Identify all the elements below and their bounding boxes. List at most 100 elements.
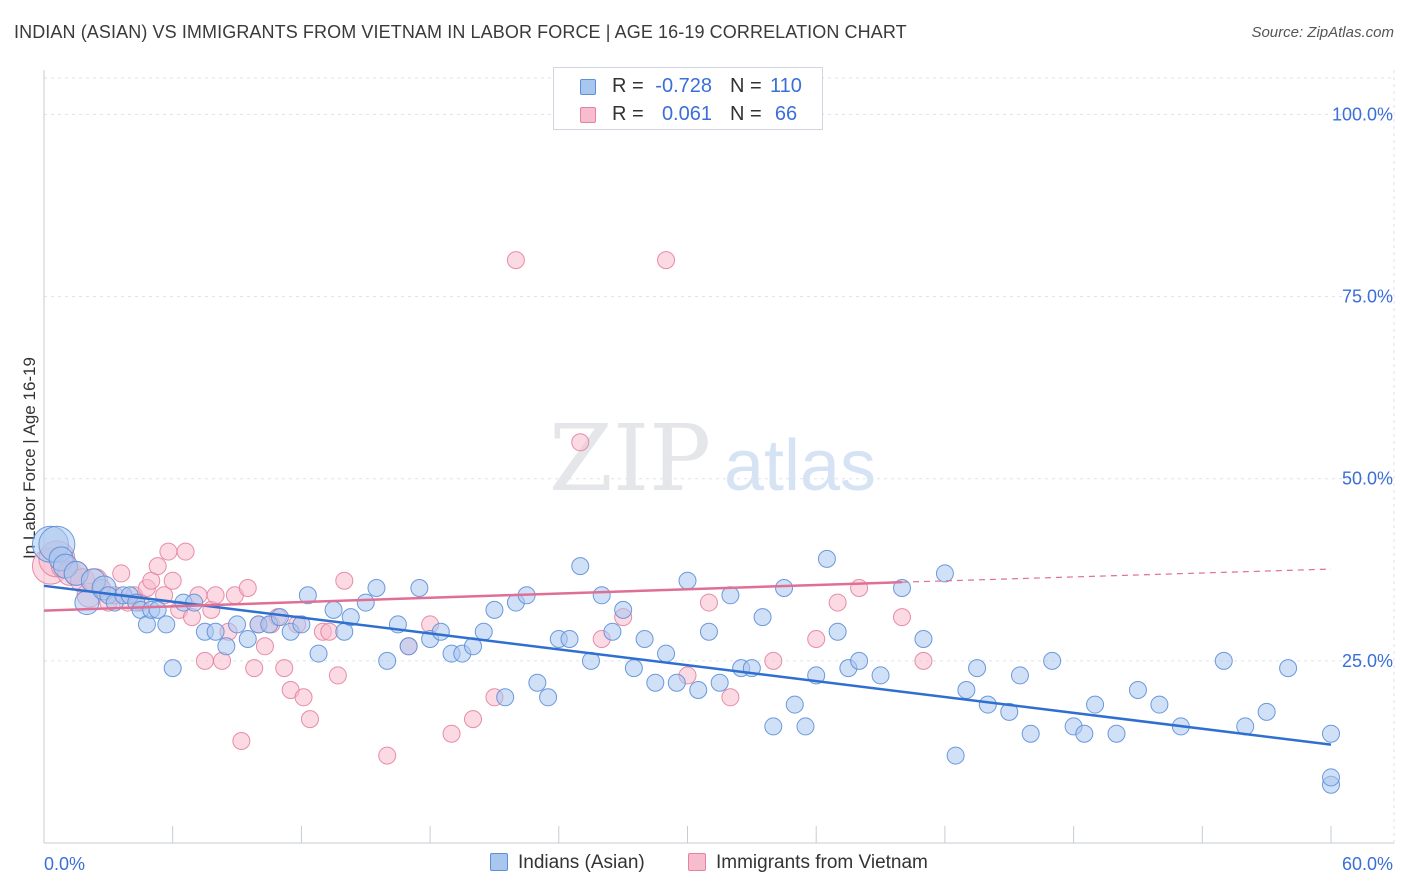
indian-point (571, 557, 590, 576)
indian-points (31, 525, 1340, 794)
vietnam-point (506, 251, 525, 270)
indian-point (796, 717, 815, 736)
indian-point (592, 586, 611, 605)
vietnam-point (112, 564, 131, 583)
indian-point (560, 630, 579, 648)
indian-point (775, 579, 794, 597)
indian-point (978, 695, 997, 714)
vietnam-point (699, 593, 718, 612)
indian-point (399, 637, 418, 656)
vietnam-point (335, 571, 354, 590)
indian-point (828, 622, 847, 641)
y-tick-label: 75.0% (1342, 287, 1393, 307)
legend-item-vietnam: Immigrants from Vietnam (688, 852, 928, 876)
vietnam-point (828, 593, 847, 612)
indian-point (206, 622, 225, 641)
indian-point (367, 579, 386, 597)
indian-point (893, 579, 911, 597)
indian-point (309, 644, 328, 663)
indian-point (689, 681, 708, 699)
n-value: 66 (774, 103, 798, 125)
correlation-legend: R = -0.728 N = 110 R = 0.061 N = 66 (553, 67, 823, 130)
vietnam-point (300, 710, 319, 729)
indians-swatch (580, 79, 596, 95)
indian-point (1021, 724, 1040, 743)
indian-point (496, 688, 515, 707)
vietnam-point (571, 433, 590, 452)
indian-point (914, 630, 933, 648)
indian-point (935, 564, 954, 583)
watermark: ZIP atlas (549, 405, 876, 512)
vietnam-swatch (580, 107, 596, 123)
indian-point (431, 622, 450, 641)
vietnam-point (255, 637, 274, 656)
indian-point (238, 630, 257, 648)
vietnam-point (893, 608, 911, 627)
y-tick-label: 50.0% (1342, 469, 1393, 489)
vietnam-point (195, 651, 214, 670)
legend-row-vietnam: R = 0.061 N = 66 (554, 100, 822, 130)
axes (43, 70, 1394, 844)
indian-point (1322, 768, 1340, 787)
legend-label-vietnam: Immigrants from Vietnam (716, 852, 928, 873)
indian-point (1322, 724, 1340, 743)
legend-row-indians: R = -0.728 N = 110 (554, 72, 822, 102)
vietnam-point (159, 542, 178, 561)
indian-point (753, 608, 772, 627)
vietnam-point (764, 651, 783, 670)
r-label: R = (612, 103, 644, 125)
vietnam-point (206, 586, 225, 605)
n-value: 110 (770, 75, 802, 97)
indian-point (946, 746, 965, 765)
indian-point (1010, 666, 1029, 685)
indian-point (646, 673, 665, 692)
watermark-zip: ZIP (549, 405, 711, 512)
indian-point (324, 600, 343, 619)
indian-point (157, 615, 176, 634)
indian-point (1128, 681, 1147, 699)
r-value: 0.061 (661, 103, 712, 125)
indian-point (817, 549, 836, 568)
legend-label-indians: Indians (Asian) (518, 852, 645, 873)
indian-point (614, 600, 633, 619)
indian-point (657, 644, 676, 663)
indian-point (410, 579, 429, 597)
indian-point (635, 630, 654, 648)
indian-point (1075, 724, 1094, 743)
r-label: R = (612, 75, 644, 97)
indian-point (1107, 724, 1126, 743)
vietnam-point (721, 688, 740, 707)
indian-point (1257, 702, 1276, 721)
indian-point (1086, 695, 1105, 714)
x-tick-label: 60.0% (1342, 854, 1393, 874)
vietnam-point (464, 710, 482, 729)
indian-trend-line (43, 584, 1332, 746)
indian-point (603, 622, 622, 641)
indian-point (957, 681, 976, 699)
indian-point (163, 659, 182, 678)
vietnam-point (807, 630, 826, 648)
indian-point (356, 593, 375, 612)
indian-point (1214, 651, 1233, 670)
indian-point (968, 659, 987, 678)
indian-point (217, 637, 236, 656)
indian-point (485, 600, 504, 619)
y-tick-label: 100.0% (1332, 104, 1393, 124)
r-value: -0.728 (655, 75, 712, 97)
watermark-atlas: atlas (724, 426, 876, 506)
indian-point (228, 615, 247, 634)
indian-point (1279, 659, 1298, 678)
indians-legend-swatch (490, 853, 508, 871)
indian-point (678, 571, 697, 590)
vietnam-point (914, 651, 933, 670)
indian-point (341, 608, 360, 627)
indian-point (667, 673, 686, 692)
vietnam-point (378, 746, 397, 765)
vietnam-trend-line (43, 580, 903, 612)
vietnam-point (245, 659, 264, 678)
indian-point (785, 695, 804, 714)
indian-point (710, 673, 729, 692)
indian-point (378, 651, 397, 670)
vietnam-point (850, 579, 869, 597)
vietnam-points (31, 251, 933, 765)
